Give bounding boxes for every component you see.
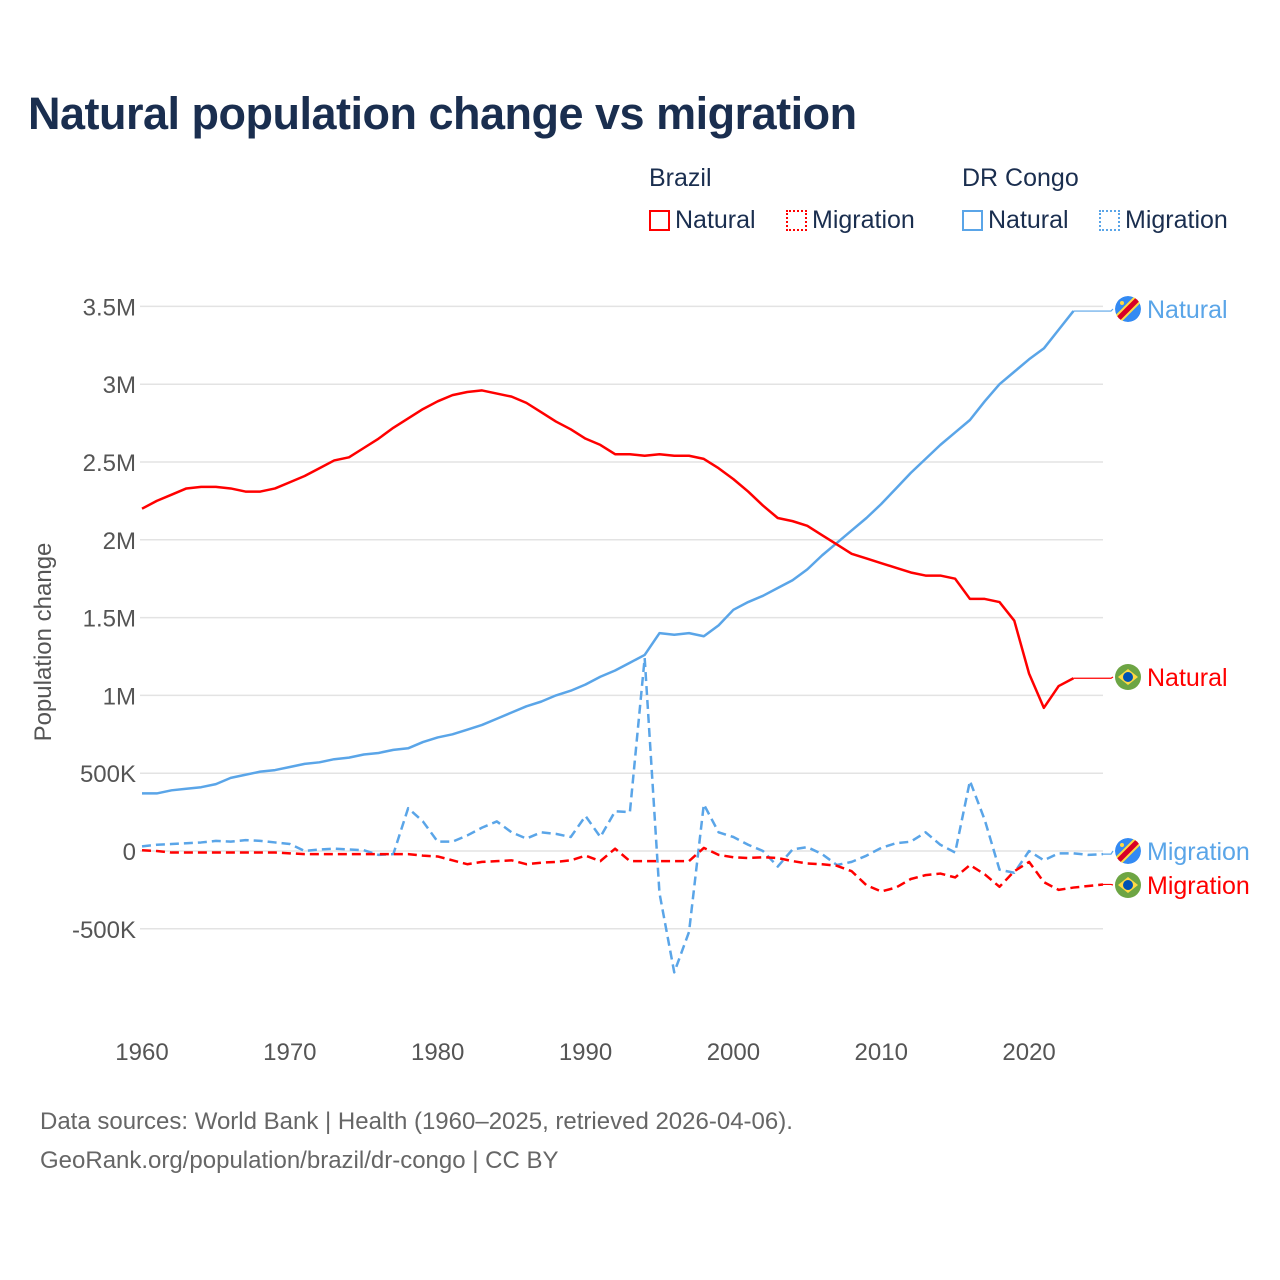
legend-group-brazil: Brazil [649,164,712,192]
y-tick-label: 2M [103,528,136,555]
dr-congo-migration-line [141,656,1104,974]
legend-label: Natural [675,206,756,234]
source-note: Data sources: World Bank | Health (1960–… [40,1108,793,1135]
y-tick-label: 3.5M [83,294,136,321]
legend-brazil-migration[interactable]: Migration [786,206,915,235]
y-tick-label: 2.5M [83,450,136,477]
drcongo-flag-icon [1115,296,1141,322]
series-end-label: Natural [1147,296,1228,324]
legend-swatch-dotted [1099,210,1120,231]
x-tick-label: 1960 [115,1039,168,1066]
flag-body [1115,838,1141,864]
label-connector [1103,883,1114,886]
chart-title: Natural population change vs migration [28,88,857,139]
y-tick-label: 3M [103,372,136,399]
flag-globe [1123,672,1133,682]
brazil-natural-line [141,389,1075,710]
x-tick-label: 2000 [707,1039,760,1066]
y-tick-label: 1.5M [83,606,136,633]
x-tick-label: 1980 [411,1039,464,1066]
legend-swatch-solid [962,210,983,231]
y-tick-label: 0 [123,839,136,866]
legend-label: Migration [812,206,915,234]
label-connector [1073,676,1114,679]
series-end-label: Natural [1147,664,1228,692]
flag-star [1120,301,1124,305]
legend-swatch-dotted [786,210,807,231]
legend-drcongo-natural[interactable]: Natural [962,206,1069,235]
y-tick-label: 500K [80,761,136,788]
flag-body [1115,296,1141,322]
flag-globe [1123,880,1133,890]
legend-label: Natural [988,206,1069,234]
label-connector [1073,308,1114,312]
legend-label: Migration [1125,206,1228,234]
brazil-flag-icon [1115,664,1141,690]
x-tick-label: 1990 [559,1039,612,1066]
source-url[interactable]: GeoRank.org/population/brazil/dr-congo |… [40,1147,559,1174]
y-axis-label: Population change [30,543,57,742]
y-tick-label: 1M [103,683,136,710]
y-tick-label: -500K [72,917,136,944]
series-end-label: Migration [1147,872,1250,900]
legend-brazil-natural[interactable]: Natural [649,206,756,235]
drcongo-flag-icon [1115,838,1141,864]
label-connector [1103,850,1114,855]
legend-group-drcongo: DR Congo [962,164,1079,192]
dr-congo-natural-line [142,310,1075,795]
legend-swatch-solid [649,210,670,231]
brazil-flag-icon [1115,872,1141,898]
x-tick-label: 2010 [855,1039,908,1066]
x-tick-label: 1970 [263,1039,316,1066]
brazil-migration-line [141,846,1104,893]
legend-drcongo-migration[interactable]: Migration [1099,206,1228,235]
series-end-label: Migration [1147,838,1250,866]
flag-star [1120,843,1124,847]
x-tick-label: 2020 [1002,1039,1055,1066]
